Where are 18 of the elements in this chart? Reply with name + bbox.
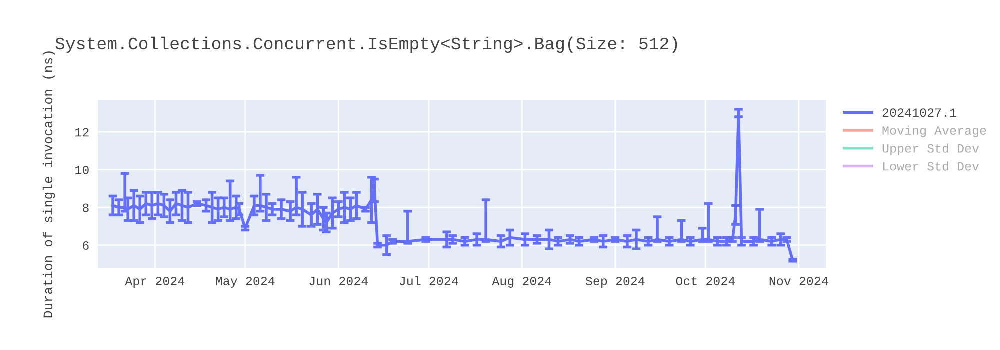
y-tick-label: 8	[82, 204, 89, 212]
legend-label: Upper Std Dev	[882, 144, 980, 156]
y-tick-label: 12	[76, 128, 89, 137]
legend-label: Moving Average	[882, 126, 986, 138]
legend-label: 20241027.1	[882, 108, 956, 118]
x-tick-label: Jul 2024	[400, 276, 458, 286]
y-tick-label: 6	[83, 242, 89, 250]
x-tick-label: Jun 2024	[310, 277, 368, 286]
x-tick-label: Aug 2024	[492, 277, 552, 288]
y-tick-label: 10	[76, 166, 89, 174]
legend-label: Lower Std Dev	[883, 162, 980, 171]
chart-title: System.Collections.Concurrent.IsEmpty<String>.Bag(Size: 512)	[56, 36, 678, 54]
y-axis-title: Duration of single invocation (ns)	[42, 52, 56, 318]
x-tick-label: Apr 2024	[125, 277, 185, 288]
x-tick-label: May 2024	[216, 277, 275, 288]
x-tick-label: Nov 2024	[770, 277, 828, 286]
x-tick-label: Sep 2024	[586, 277, 645, 288]
x-tick-label: Oct 2024	[676, 277, 736, 286]
